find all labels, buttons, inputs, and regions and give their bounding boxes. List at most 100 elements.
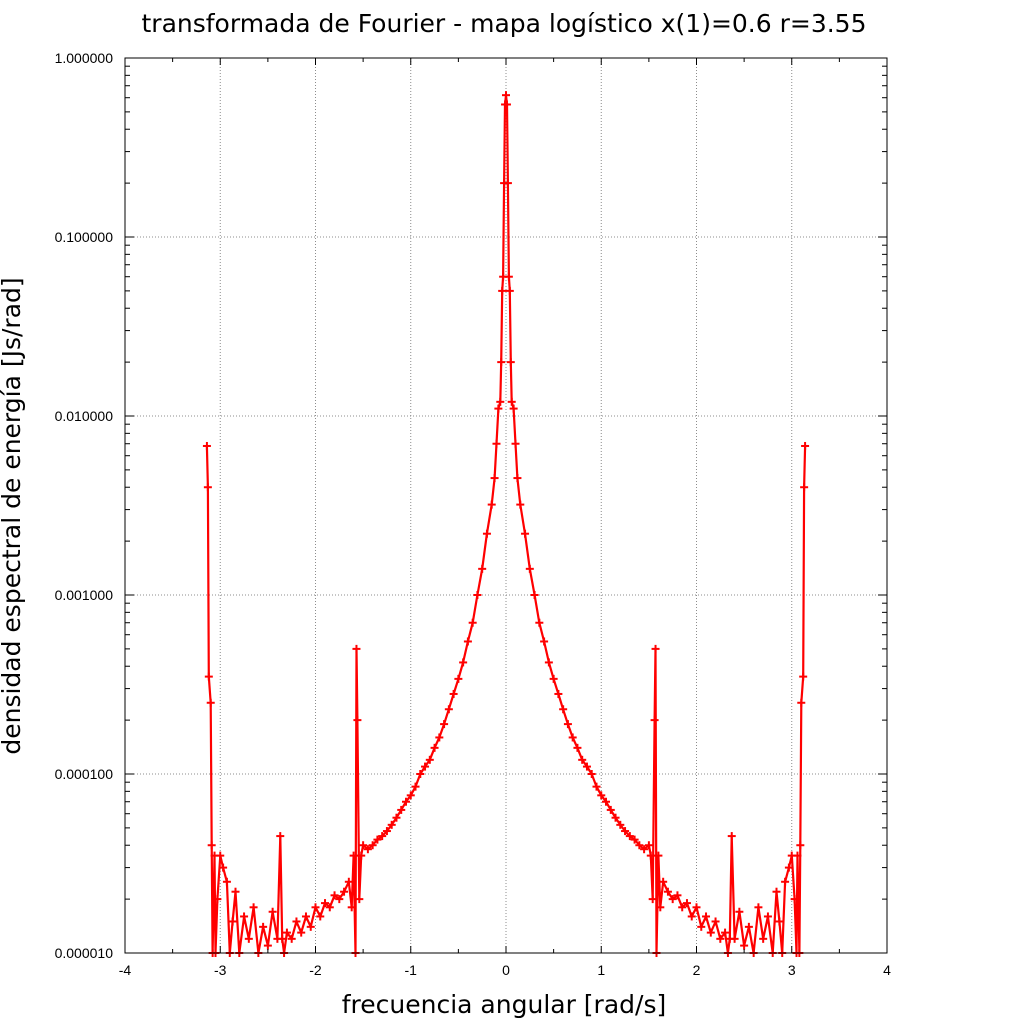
data-point xyxy=(754,903,763,912)
data-point xyxy=(287,934,296,943)
data-point xyxy=(222,877,231,886)
data-point xyxy=(582,762,591,771)
data-point xyxy=(716,934,725,943)
data-point xyxy=(487,500,496,509)
data-point xyxy=(459,658,468,667)
data-point xyxy=(763,912,772,921)
data-point xyxy=(378,832,387,841)
data-point xyxy=(496,397,505,406)
data-point xyxy=(202,441,211,450)
data-point xyxy=(311,903,320,912)
data-point xyxy=(663,887,672,896)
data-point xyxy=(306,922,315,931)
data-point xyxy=(444,705,453,714)
data-point xyxy=(282,928,291,937)
data-point xyxy=(568,733,577,742)
y-tick-label: 1.000000 xyxy=(55,50,114,66)
data-point xyxy=(219,863,228,872)
grid-lines xyxy=(125,58,887,953)
data-point xyxy=(793,851,802,860)
data-point xyxy=(421,762,430,771)
x-tick-label: -4 xyxy=(119,962,132,978)
data-point xyxy=(549,674,558,683)
data-point xyxy=(644,841,653,850)
data-point xyxy=(387,820,396,829)
data-point xyxy=(401,797,410,806)
data-point xyxy=(204,672,213,681)
data-point xyxy=(411,782,420,791)
data-point xyxy=(297,928,306,937)
data-point xyxy=(668,895,677,904)
data-point xyxy=(800,483,809,492)
data-point xyxy=(775,917,784,926)
data-point xyxy=(268,907,277,916)
data-point xyxy=(490,474,499,483)
data-point xyxy=(656,903,665,912)
data-point xyxy=(554,689,563,698)
data-point xyxy=(621,827,630,836)
data-point xyxy=(292,917,301,926)
tick-marks xyxy=(124,57,888,954)
data-point xyxy=(781,877,790,886)
x-axis-label: frecuencia angular [rad/s] xyxy=(342,990,666,1019)
data-point xyxy=(525,564,534,573)
data-point xyxy=(801,441,810,450)
data-point xyxy=(706,928,715,937)
data-point xyxy=(416,770,425,778)
data-point xyxy=(503,179,512,188)
y-tick-label: 0.000010 xyxy=(55,945,114,961)
data-point xyxy=(687,912,696,921)
data-point xyxy=(468,618,477,627)
data-point xyxy=(347,903,356,912)
data-point xyxy=(735,907,744,916)
data-point xyxy=(259,922,268,931)
data-point xyxy=(463,637,472,646)
data-point xyxy=(473,591,482,599)
data-point xyxy=(540,637,549,646)
data-point xyxy=(587,770,596,778)
data-point xyxy=(559,705,568,714)
data-point xyxy=(397,805,406,814)
x-tick-label: 1 xyxy=(597,962,605,978)
x-tick-label: -3 xyxy=(214,962,227,978)
data-point xyxy=(535,618,544,627)
data-point xyxy=(425,755,434,764)
data-point xyxy=(249,903,258,912)
data-point xyxy=(363,845,372,854)
data-point xyxy=(597,791,606,800)
data-point xyxy=(240,912,249,921)
data-point xyxy=(506,358,515,367)
data-point xyxy=(368,841,377,850)
data-point xyxy=(673,891,682,900)
data-point xyxy=(507,397,516,406)
data-point xyxy=(509,404,518,413)
data-point xyxy=(216,851,225,860)
data-point xyxy=(263,941,272,950)
data-point xyxy=(772,887,781,896)
data-point xyxy=(244,934,253,943)
data-point xyxy=(635,841,644,850)
data-point xyxy=(454,674,463,683)
data-point xyxy=(711,917,720,926)
data-point xyxy=(344,877,353,886)
data-point xyxy=(611,813,620,822)
chart-title: transformada de Fourier - mapa logístico… xyxy=(141,9,866,38)
data-point xyxy=(478,564,487,573)
x-tick-label: 0 xyxy=(502,962,510,978)
data-point xyxy=(325,903,334,912)
data-point xyxy=(797,698,806,707)
data-point xyxy=(692,903,701,912)
data-point xyxy=(578,755,587,764)
data-point xyxy=(482,529,491,538)
data-point xyxy=(727,832,736,841)
data-point xyxy=(355,895,364,904)
x-tick-labels: -4 -3 -2 -1 0 1 2 3 4 xyxy=(119,962,891,978)
y-tick-labels: 0.000010 0.000100 0.001000 0.010000 0.100000… xyxy=(55,50,114,961)
data-point xyxy=(721,928,730,937)
data-point xyxy=(213,895,222,904)
data-point xyxy=(659,877,668,886)
data-point xyxy=(616,820,625,829)
x-tick-label: -1 xyxy=(405,962,418,978)
x-tick-label: 4 xyxy=(883,962,891,978)
